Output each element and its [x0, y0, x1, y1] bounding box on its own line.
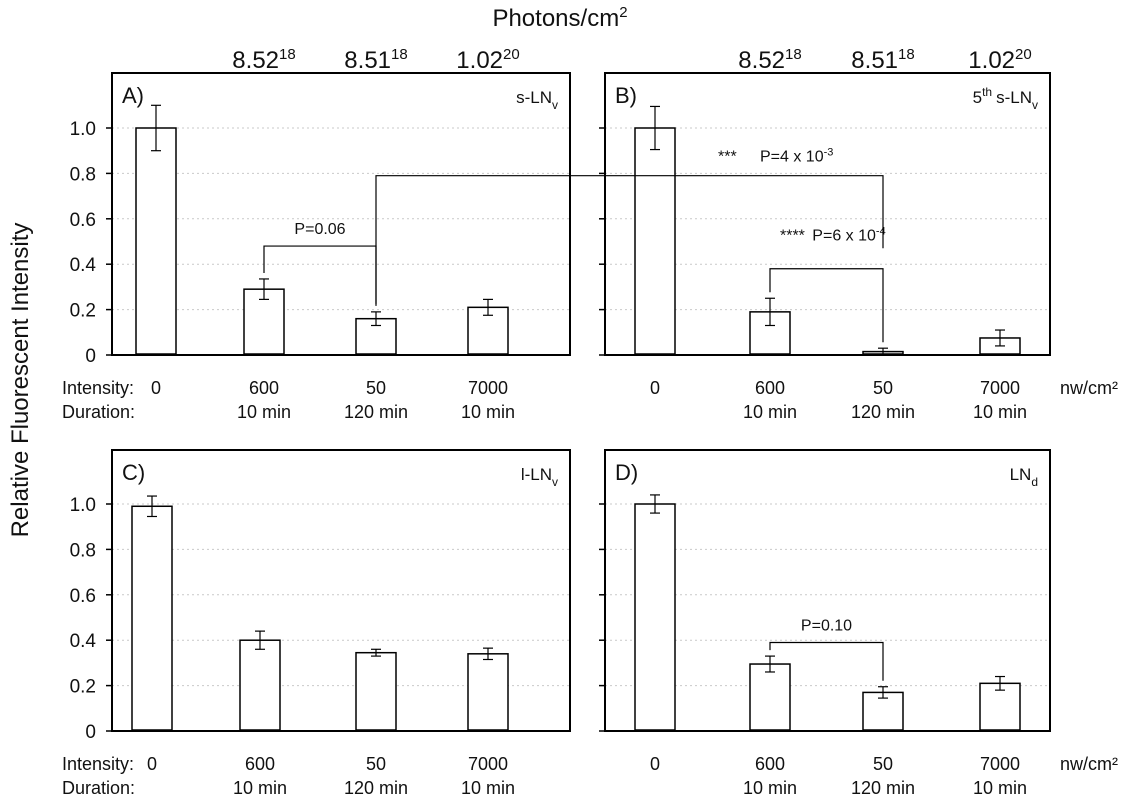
- bar: [131, 505, 173, 731]
- bar: [749, 663, 791, 731]
- y-tick-label: 0.8: [70, 164, 96, 185]
- cross-p-value: P=4 x 10-3: [760, 147, 833, 166]
- bar: [634, 127, 676, 355]
- panel-frame: [604, 72, 1051, 356]
- x-duration-label: 10 min: [461, 778, 515, 798]
- significance-bracket: [769, 268, 884, 343]
- x-duration-label: 10 min: [237, 402, 291, 422]
- panel-letter: D): [615, 460, 638, 485]
- x-duration-label: 10 min: [743, 402, 797, 422]
- y-tick-label: 0.2: [70, 301, 96, 322]
- p-value-label: P=0.10: [801, 617, 852, 634]
- y-tick-label: 0.4: [70, 631, 97, 652]
- p-value-label: P=0.06: [294, 221, 345, 238]
- x-duration-label: 10 min: [973, 778, 1027, 798]
- y-tick-label: 1.0: [70, 495, 96, 516]
- x-duration-label: 120 min: [851, 402, 915, 422]
- duration-label-bottom: Duration:: [62, 778, 135, 798]
- photon-label: 8.5218: [232, 46, 295, 74]
- x-intensity-label: 50: [873, 754, 893, 774]
- bar: [355, 651, 397, 731]
- units-label-top: nw/cm²: [1060, 378, 1118, 398]
- x-intensity-label: 50: [366, 378, 386, 398]
- x-intensity-label: 50: [873, 378, 893, 398]
- panel-frame: [111, 72, 571, 356]
- cross-stars: ***: [718, 149, 737, 166]
- significance-stars: ****: [780, 228, 805, 245]
- panel-name: LNd: [1010, 465, 1038, 489]
- photon-label: 8.5118: [344, 46, 407, 74]
- panel-name: l-LNv: [521, 465, 558, 489]
- x-duration-label: 10 min: [973, 402, 1027, 422]
- photon-label: 8.5218: [738, 46, 801, 74]
- panel-letter: A): [122, 83, 144, 108]
- units-label-bottom: nw/cm²: [1060, 754, 1118, 774]
- panel-letter: B): [615, 83, 637, 108]
- bar: [634, 503, 676, 731]
- x-intensity-label: 50: [366, 754, 386, 774]
- photons-title: Photons/cm2: [492, 4, 627, 32]
- x-duration-label: 10 min: [461, 402, 515, 422]
- x-intensity-label: 600: [245, 754, 275, 774]
- p-value-label: P=6 x 10-4: [812, 226, 885, 245]
- y-axis-label: Relative Fluorescent Intensity: [7, 223, 34, 538]
- panel-name: 5th s-LNv: [973, 85, 1038, 112]
- duration-label-top: Duration:: [62, 402, 135, 422]
- x-intensity-label: 7000: [980, 754, 1020, 774]
- panel-a: 0 0.2 0.4 0.6 0.8 1.0 A) s-LNv 0 600 10 min 8.5218 5…: [70, 46, 571, 422]
- photon-label: 8.5118: [851, 46, 914, 74]
- y-tick-label: 0.4: [70, 255, 97, 276]
- photon-label: 1.0220: [968, 46, 1031, 74]
- panel-letter: C): [122, 460, 145, 485]
- bar: [467, 653, 509, 731]
- panel-name: s-LNv: [516, 88, 558, 112]
- cross-bracket: [375, 175, 884, 304]
- x-duration-label: 120 min: [344, 778, 408, 798]
- y-tick-label: 0: [85, 346, 96, 367]
- x-intensity-label: 0: [650, 378, 660, 398]
- x-intensity-label: 0: [151, 378, 161, 398]
- y-tick-label: 1.0: [70, 119, 96, 140]
- bar: [979, 682, 1021, 731]
- y-tick-label: 0.6: [70, 586, 96, 607]
- bar: [135, 127, 177, 355]
- panels: 0 0.2 0.4 0.6 0.8 1.0 A) s-LNv 0 600 10 min 8.5218 5…: [70, 46, 1051, 798]
- panel-c: 0 0.2 0.4 0.6 0.8 1.0 C) l-LNv 0 600 10 min 50 120 m…: [70, 449, 571, 798]
- x-intensity-label: 7000: [468, 378, 508, 398]
- x-duration-label: 120 min: [851, 778, 915, 798]
- x-intensity-label: 0: [147, 754, 157, 774]
- panel-frame: [604, 449, 1051, 732]
- y-tick-label: 0.2: [70, 677, 96, 698]
- y-tick-label: 0.8: [70, 540, 96, 561]
- x-duration-label: 120 min: [344, 402, 408, 422]
- cross-panel-comparison: *** P=4 x 10-3: [375, 147, 884, 304]
- x-intensity-label: 600: [755, 754, 785, 774]
- y-tick-label: 0: [85, 722, 96, 743]
- panel-b: B) 5th s-LNv 0 600 10 min 8.5218 50 120 min 8.511…: [599, 46, 1051, 422]
- x-intensity-label: 7000: [468, 754, 508, 774]
- bar: [239, 639, 281, 731]
- x-intensity-label: 600: [249, 378, 279, 398]
- x-intensity-label: 7000: [980, 378, 1020, 398]
- panel-d: D) LNd 0 600 10 min 50 120 min 7000 10 min P=0.10: [599, 449, 1051, 798]
- x-duration-label: 10 min: [233, 778, 287, 798]
- significance-bracket: [769, 641, 884, 681]
- x-intensity-label: 0: [650, 754, 660, 774]
- intensity-label-top: Intensity:: [62, 378, 134, 398]
- x-intensity-label: 600: [755, 378, 785, 398]
- panel-frame: [111, 449, 571, 732]
- x-duration-label: 10 min: [743, 778, 797, 798]
- intensity-label-bottom: Intensity:: [62, 754, 134, 774]
- photon-label: 1.0220: [456, 46, 519, 74]
- y-tick-label: 0.6: [70, 210, 96, 231]
